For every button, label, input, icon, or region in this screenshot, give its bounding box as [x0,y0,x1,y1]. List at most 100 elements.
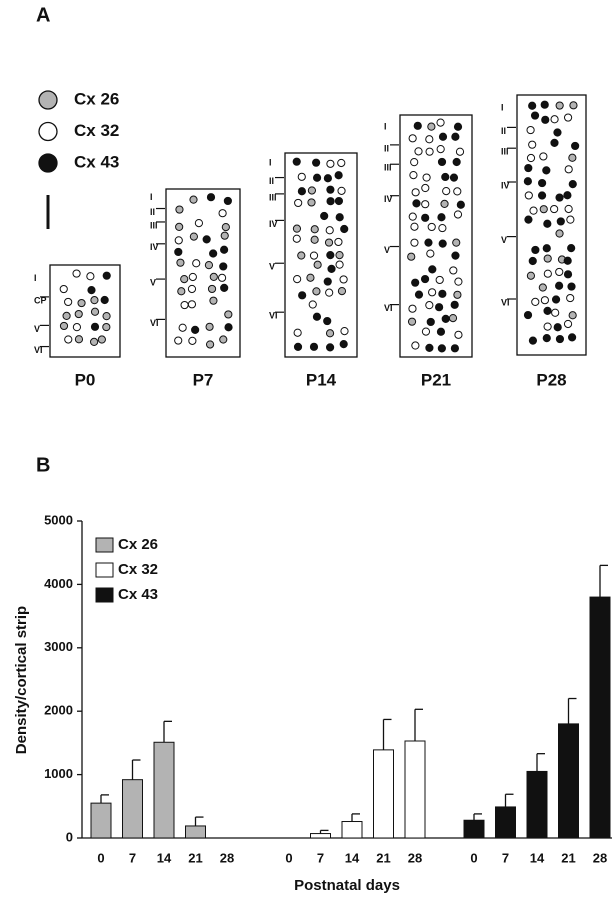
bar [558,723,579,839]
panel-label: B [36,454,50,476]
cell-dot [550,115,559,124]
cell-dot [86,272,95,281]
cell-dot [531,245,540,255]
x-tick-label: 28 [593,850,607,865]
legend-swatch [95,587,114,603]
cell-dot [425,147,434,156]
cell-dot [564,204,573,214]
cell-dot [180,300,189,310]
cell-dot [176,258,185,267]
cell-dot [205,340,215,349]
cell-dot [435,275,444,285]
cell-dot [567,244,576,253]
layer-label: II [269,176,274,186]
y-tick-label: 1000 [44,766,73,781]
x-tick-label: 7 [129,850,136,865]
y-tick-label: 4000 [44,576,73,591]
cell-dot [207,284,217,294]
cell-dot [175,222,184,232]
cell-dot [450,300,459,309]
cell-dot [542,244,551,253]
cell-dot [334,171,343,180]
layer-label: IV [384,194,393,204]
cell-dot [425,343,434,352]
cortex-box [49,264,121,358]
cell-dot [441,172,450,182]
cortex-box [284,152,358,358]
cell-dot [453,290,462,299]
cell-dot [422,173,431,182]
layer-label: III [150,220,158,230]
bar [589,596,611,839]
layer-label: VI [269,311,278,321]
cell-dot [337,158,346,168]
cell-dot [543,322,552,331]
layer-label: V [501,235,507,245]
cell-dot [567,333,577,342]
y-axis-label: Density/cortical strip [13,606,30,754]
cell-dot [564,165,573,174]
cell-dot [413,121,422,130]
cell-dot [442,187,451,196]
layer-label: IV [150,242,159,252]
layer-label: III [384,163,392,173]
cell-dot [62,311,71,320]
cell-dot [325,288,334,297]
cell-dot [292,234,301,243]
cell-dot [427,222,436,232]
cell-dot [452,157,461,167]
cell-dot [64,335,73,344]
bar [185,825,206,839]
cell-dot [209,272,218,282]
cell-dot [312,287,321,296]
cell-dot [438,289,447,298]
layer-label: IV [269,219,278,229]
cell-dot [563,113,573,122]
cell-dot [424,238,433,247]
cell-dot [449,266,458,275]
legend-label: Cx 43 [118,586,158,603]
layer-label: V [34,324,40,334]
cell-dot [334,196,344,206]
panel-label: A [36,4,50,26]
layer-label: VI [34,345,43,355]
cell-dot [555,229,564,238]
cell-dot [451,132,460,141]
x-tick-label: 21 [561,850,575,865]
cell-dot [408,304,417,313]
cell-dot [563,319,573,329]
cell-dot [553,128,562,137]
cell-dot [220,231,229,240]
cell-dot [323,174,332,183]
cell-dot [220,283,229,292]
cell-dot [206,193,216,202]
cell-dot [72,269,81,278]
layer-label: III [501,147,509,157]
cell-dot [428,288,437,297]
cell-dot [205,322,214,331]
cell-dot [409,171,418,180]
cell-dot [320,211,329,221]
cell-dot [553,323,562,332]
layer-label: VI [501,297,510,307]
bar [122,779,143,839]
cell-dot [563,191,572,200]
x-tick-label: 28 [220,850,234,865]
legend-dot [38,153,58,173]
cell-dot [550,204,559,214]
cell-dot [307,198,316,207]
cell-dot [421,200,430,209]
cell-dot [339,340,348,349]
cell-dot [411,188,420,197]
cell-dot [425,135,434,144]
cell-dot [189,232,198,241]
cell-dot [408,134,417,143]
cell-dot [297,187,307,196]
cell-dot [541,115,550,124]
cell-dot [538,283,547,292]
cell-dot [539,205,548,214]
layer-label: VI [384,303,393,313]
layer-label: I [269,158,272,168]
cell-dot [221,223,230,232]
